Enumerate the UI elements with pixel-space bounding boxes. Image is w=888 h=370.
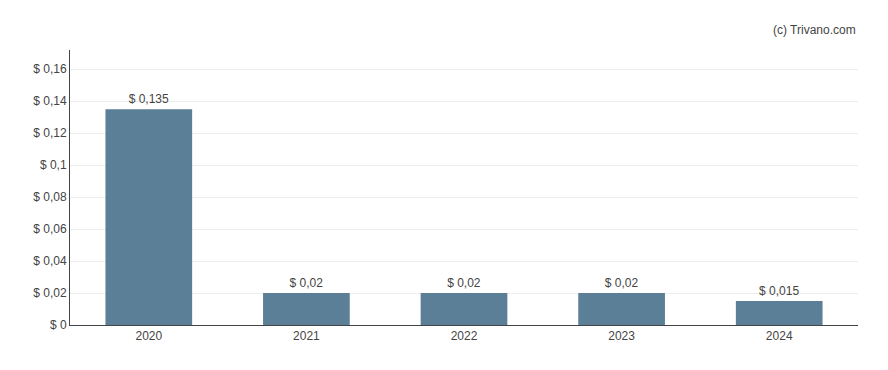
svg-text:2024: 2024	[766, 329, 793, 343]
svg-text:2022: 2022	[451, 329, 478, 343]
svg-text:$ 0: $ 0	[50, 318, 67, 332]
svg-text:$ 0,02: $ 0,02	[605, 276, 639, 290]
svg-text:$ 0,14: $ 0,14	[33, 94, 67, 108]
svg-text:$ 0,015: $ 0,015	[759, 284, 799, 298]
svg-text:$ 0,16: $ 0,16	[33, 62, 67, 76]
svg-text:$ 0,02: $ 0,02	[290, 276, 324, 290]
svg-text:$ 0,12: $ 0,12	[33, 126, 67, 140]
svg-text:$ 0,08: $ 0,08	[33, 190, 67, 204]
svg-text:(c) Trivano.com: (c) Trivano.com	[773, 23, 856, 37]
svg-text:$ 0,02: $ 0,02	[33, 286, 67, 300]
svg-text:2023: 2023	[608, 329, 635, 343]
svg-text:$ 0,06: $ 0,06	[33, 222, 67, 236]
svg-text:$ 0,02: $ 0,02	[447, 276, 481, 290]
svg-text:$ 0,04: $ 0,04	[33, 254, 67, 268]
svg-text:$ 0,1: $ 0,1	[40, 158, 67, 172]
svg-text:2021: 2021	[293, 329, 320, 343]
svg-text:2020: 2020	[135, 329, 162, 343]
svg-text:$ 0,135: $ 0,135	[129, 92, 169, 106]
